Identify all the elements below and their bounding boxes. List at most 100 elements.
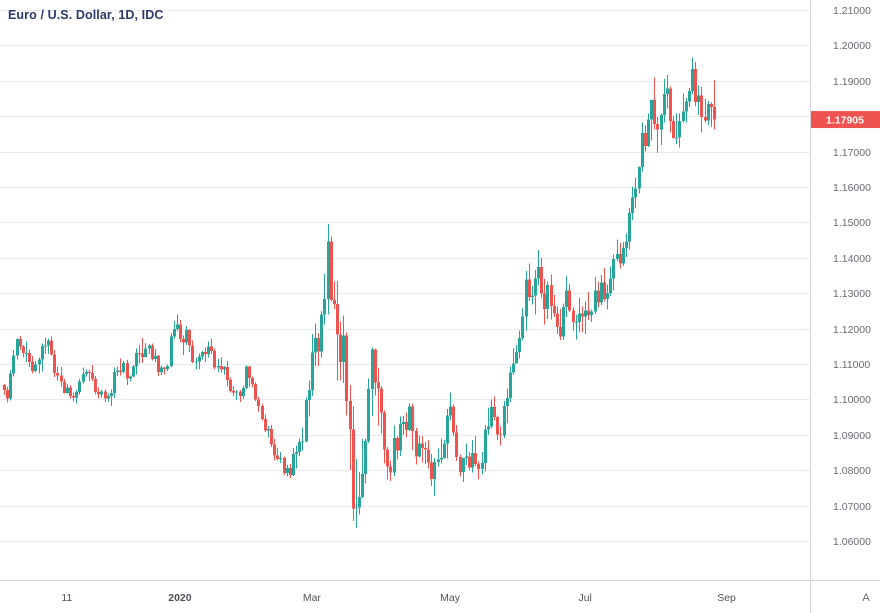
candle-body bbox=[104, 391, 107, 399]
candle-body bbox=[459, 457, 462, 472]
gridlines bbox=[0, 10, 810, 542]
candle-body bbox=[154, 356, 157, 360]
candle-body bbox=[185, 330, 188, 343]
candle-body bbox=[229, 379, 232, 391]
candle-body bbox=[675, 137, 678, 139]
candle-body bbox=[336, 303, 339, 335]
candle-body bbox=[257, 399, 260, 407]
candle-body bbox=[226, 366, 229, 380]
candle-body bbox=[553, 305, 556, 314]
price-axis-label: 1.15000 bbox=[833, 217, 871, 229]
candle-body bbox=[19, 339, 22, 347]
price-axis-label: 1.09000 bbox=[833, 430, 871, 442]
candle-body bbox=[295, 451, 298, 454]
candle-body bbox=[572, 310, 575, 323]
candle-body bbox=[565, 290, 568, 307]
price-axis-label: 1.21000 bbox=[833, 5, 871, 17]
candle-body bbox=[327, 241, 330, 299]
candle-body bbox=[600, 282, 603, 303]
candle-body bbox=[415, 430, 418, 457]
candle-body bbox=[402, 422, 405, 425]
candle-body bbox=[232, 390, 235, 393]
candle-body bbox=[653, 99, 656, 124]
auto-scale-corner-button[interactable]: A bbox=[862, 592, 870, 604]
candle-body bbox=[148, 345, 151, 349]
candle-body bbox=[437, 459, 440, 463]
candle-body bbox=[707, 104, 710, 121]
candle-body bbox=[408, 406, 411, 430]
candle-body bbox=[393, 437, 396, 473]
time-axis[interactable]: 11 2020 Mar May Jul Sep bbox=[61, 592, 736, 604]
candle-body bbox=[132, 366, 135, 377]
candle-body bbox=[85, 371, 88, 374]
candle-body bbox=[509, 372, 512, 398]
candle-body bbox=[333, 299, 336, 304]
candle-body bbox=[528, 279, 531, 298]
candle-body bbox=[82, 373, 85, 382]
candle-body bbox=[97, 391, 100, 395]
candle-body bbox=[575, 321, 578, 323]
candle-body bbox=[455, 432, 458, 458]
last-price-badge-background bbox=[811, 111, 880, 129]
candle-body bbox=[710, 104, 713, 107]
candle-body bbox=[38, 359, 41, 365]
candle-body bbox=[418, 443, 421, 457]
candle-body bbox=[239, 391, 242, 396]
candle-body bbox=[446, 415, 449, 444]
candle-body bbox=[628, 212, 631, 242]
candle-body bbox=[339, 334, 342, 363]
candle-body bbox=[424, 447, 427, 450]
last-price-badge: 1.17905 bbox=[811, 111, 880, 129]
candle-body bbox=[525, 279, 528, 317]
candle-body bbox=[619, 253, 622, 264]
candle-body bbox=[235, 391, 238, 393]
candle-body bbox=[245, 366, 248, 389]
candle-body bbox=[421, 443, 424, 448]
candle-body bbox=[91, 373, 94, 379]
candle-body bbox=[374, 349, 377, 383]
candle-body bbox=[474, 452, 477, 465]
candle-body bbox=[122, 362, 125, 373]
symbol-legend[interactable]: Euro / U.S. Dollar, 1D, IDC bbox=[8, 8, 164, 22]
candle-body bbox=[669, 88, 672, 121]
candle-body bbox=[389, 466, 392, 473]
candle-body bbox=[584, 310, 587, 317]
candle-body bbox=[141, 353, 144, 357]
candle-body bbox=[210, 346, 213, 352]
candle-body bbox=[201, 351, 204, 357]
candle-body bbox=[697, 95, 700, 103]
candle-body bbox=[88, 371, 91, 374]
candle-body bbox=[672, 120, 675, 139]
candle-body bbox=[314, 338, 317, 353]
candle-body bbox=[427, 449, 430, 463]
candle-body bbox=[345, 335, 348, 402]
candle-body bbox=[355, 507, 358, 509]
candle-body bbox=[22, 346, 25, 354]
candle-body bbox=[31, 362, 34, 372]
time-axis-label: Jul bbox=[578, 592, 591, 604]
candle-body bbox=[481, 463, 484, 470]
candle-body bbox=[163, 367, 166, 369]
candle-body bbox=[597, 290, 600, 303]
candle-body bbox=[644, 133, 647, 146]
candle-body bbox=[465, 456, 468, 459]
candle-body bbox=[254, 383, 257, 400]
candle-body bbox=[487, 426, 490, 430]
candle-body bbox=[283, 457, 286, 474]
candle-body bbox=[273, 444, 276, 456]
candle-body bbox=[490, 407, 493, 427]
candle-body bbox=[647, 119, 650, 146]
candle-body bbox=[590, 311, 593, 315]
candle-body bbox=[75, 391, 78, 398]
candle-body bbox=[568, 290, 571, 311]
candle-body bbox=[578, 313, 581, 322]
candle-body bbox=[700, 95, 703, 118]
candle-body bbox=[606, 293, 609, 299]
candle-body bbox=[383, 412, 386, 450]
price-axis-label: 1.07000 bbox=[833, 501, 871, 513]
candle-body bbox=[107, 396, 110, 399]
price-axis[interactable]: 1.210001.200001.190001.180001.170001.160… bbox=[833, 5, 871, 548]
